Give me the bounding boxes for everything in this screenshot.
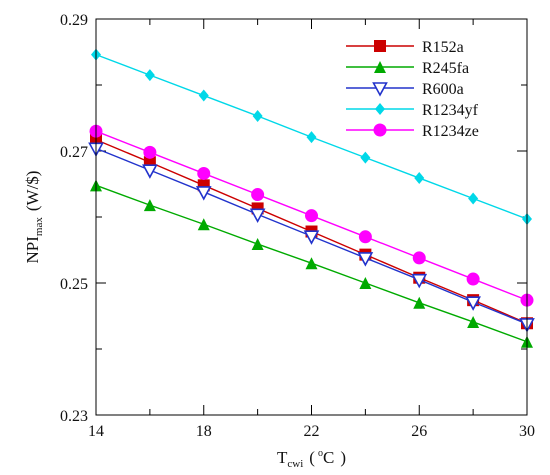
legend-entry: R1234ze	[346, 123, 479, 140]
legend-label: R1234yf	[422, 102, 479, 119]
data-point	[360, 151, 371, 164]
series-layer	[88, 48, 535, 348]
legend-label: R1234ze	[422, 123, 479, 140]
data-point	[357, 252, 374, 267]
data-point	[358, 230, 372, 244]
data-point	[305, 209, 318, 223]
x-tick-label: 14	[88, 423, 104, 440]
x-axis-title: Tcwi (oC)	[277, 448, 346, 470]
legend-label: R245fa	[422, 60, 469, 77]
data-point	[306, 131, 317, 144]
legend-entry: R1234yf	[346, 102, 479, 119]
legend-label: R152a	[422, 39, 464, 56]
data-point	[467, 315, 480, 328]
data-point	[359, 277, 372, 289]
data-point	[143, 145, 157, 159]
series-R245fa	[90, 179, 533, 348]
y-axis-title: NPImax (W/$)	[23, 171, 45, 264]
series-R1234ze	[89, 124, 534, 307]
legend-marker	[374, 40, 386, 52]
legend-marker	[374, 61, 386, 73]
x-tick-label: 26	[411, 423, 427, 440]
x-axis-title-main: T	[277, 448, 288, 467]
data-point	[412, 251, 426, 265]
data-point	[413, 296, 426, 309]
y-axis-title-sub: max	[33, 217, 45, 236]
x-tick-label: 30	[519, 423, 535, 440]
legend-marker	[373, 123, 387, 137]
data-point	[468, 192, 479, 205]
data-point	[465, 296, 481, 311]
data-point	[466, 272, 480, 286]
y-tick-label: 0.29	[60, 12, 88, 29]
data-point	[249, 208, 266, 224]
x-axis-title-close: )	[340, 448, 346, 467]
y-tick-label: 0.25	[60, 276, 88, 293]
legend-marker	[375, 103, 385, 115]
y-tick-label: 0.27	[60, 144, 88, 161]
y-tick-label: 0.23	[60, 408, 88, 425]
data-point	[144, 69, 155, 82]
legend-marker	[372, 82, 388, 97]
x-axis-title-degree: o	[318, 448, 323, 459]
x-axis-title-unit: C	[323, 448, 334, 467]
data-point	[411, 273, 428, 289]
plot-frame	[95, 18, 528, 416]
data-point	[251, 238, 264, 251]
data-point	[197, 166, 211, 180]
data-point	[251, 188, 265, 202]
data-point	[195, 186, 212, 201]
data-point	[303, 230, 320, 245]
x-axis-title-sub: cwi	[287, 458, 303, 470]
legend-label: R600a	[422, 81, 464, 98]
data-point	[143, 199, 156, 212]
y-axis-title-unit: (W/$)	[23, 171, 42, 212]
series-R600a	[88, 142, 535, 333]
legend-entry: R600a	[346, 81, 464, 98]
x-tick-label: 22	[304, 423, 320, 440]
data-point	[198, 89, 209, 102]
legend-entry: R152a	[346, 39, 464, 56]
data-point	[252, 110, 263, 123]
data-point	[305, 257, 318, 270]
x-tick-label: 18	[196, 423, 212, 440]
legend-entry: R245fa	[346, 60, 469, 77]
x-axis-title-open: (	[309, 448, 315, 467]
data-point	[197, 218, 210, 231]
legend: R152a R245fa R600a R1234yf R1234ze	[346, 39, 479, 140]
y-axis-title-main: NPI	[23, 236, 42, 264]
data-point	[142, 164, 158, 179]
data-point	[414, 172, 425, 185]
